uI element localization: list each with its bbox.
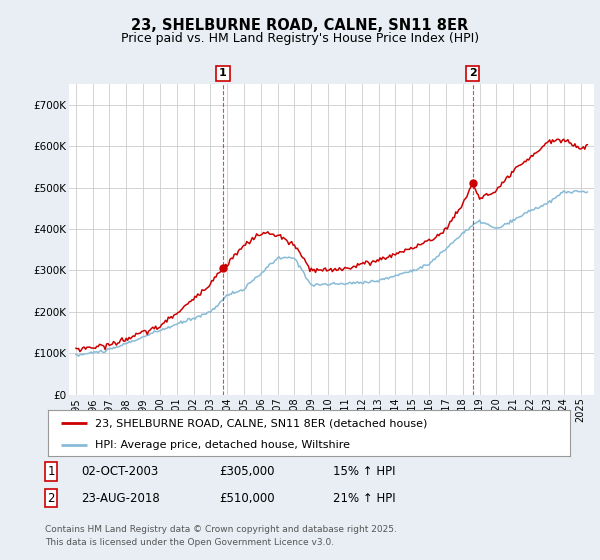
Text: 2: 2 (47, 492, 55, 505)
Text: 02-OCT-2003: 02-OCT-2003 (81, 465, 158, 478)
Text: 1: 1 (219, 68, 227, 78)
Text: 21% ↑ HPI: 21% ↑ HPI (333, 492, 395, 505)
Text: HPI: Average price, detached house, Wiltshire: HPI: Average price, detached house, Wilt… (95, 440, 350, 450)
Text: 15% ↑ HPI: 15% ↑ HPI (333, 465, 395, 478)
Text: £305,000: £305,000 (219, 465, 275, 478)
Text: 23-AUG-2018: 23-AUG-2018 (81, 492, 160, 505)
Text: 1: 1 (47, 465, 55, 478)
Text: Contains HM Land Registry data © Crown copyright and database right 2025.
This d: Contains HM Land Registry data © Crown c… (45, 525, 397, 547)
Text: Price paid vs. HM Land Registry's House Price Index (HPI): Price paid vs. HM Land Registry's House … (121, 32, 479, 45)
Text: 23, SHELBURNE ROAD, CALNE, SN11 8ER: 23, SHELBURNE ROAD, CALNE, SN11 8ER (131, 18, 469, 33)
Text: £510,000: £510,000 (219, 492, 275, 505)
Text: 23, SHELBURNE ROAD, CALNE, SN11 8ER (detached house): 23, SHELBURNE ROAD, CALNE, SN11 8ER (det… (95, 418, 427, 428)
Text: 2: 2 (469, 68, 476, 78)
